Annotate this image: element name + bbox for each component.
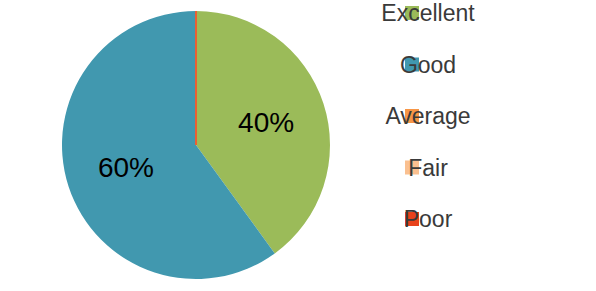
- svg-text:Average: Average: [385, 103, 470, 129]
- svg-text:Fair: Fair: [408, 155, 448, 181]
- svg-text:Poor: Poor: [404, 206, 453, 232]
- svg-text:Excellent: Excellent: [381, 0, 475, 26]
- svg-text:Good: Good: [400, 52, 456, 78]
- svg-text:40%: 40%: [238, 107, 294, 138]
- svg-text:60%: 60%: [98, 152, 154, 183]
